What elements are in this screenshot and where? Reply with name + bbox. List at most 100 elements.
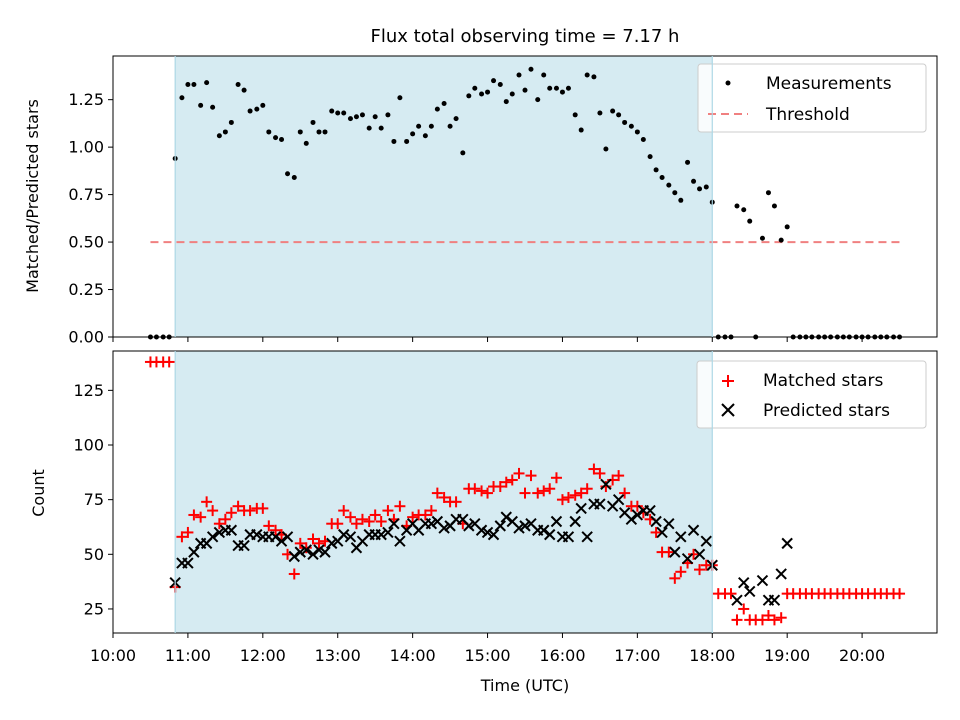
matched-star-point	[725, 588, 737, 600]
measurement-points	[147, 66, 903, 340]
measurement-point	[447, 123, 453, 129]
matched-star-point	[525, 470, 537, 482]
predicted-star-stroke-b	[538, 524, 550, 536]
predicted-star-stroke-b	[663, 517, 675, 530]
matched-star-point	[688, 548, 700, 560]
predicted-star-stroke-b	[269, 531, 282, 543]
predicted-star-point	[700, 535, 712, 547]
matched-star-point	[631, 500, 643, 512]
predicted-star-stroke-b	[275, 535, 288, 547]
predicted-star-stroke-b	[281, 531, 294, 543]
legend-marker-measurements	[725, 80, 731, 86]
matched-star-point	[363, 516, 375, 528]
predicted-star-point	[382, 526, 394, 539]
predicted-star-point	[206, 531, 219, 543]
measurement-point	[235, 81, 241, 87]
top-y-axis-label: Matched/Predicted stars	[23, 99, 42, 293]
predicted-star-point	[550, 515, 563, 528]
predicted-star-stroke-b	[494, 520, 506, 532]
predicted-star-stroke-b	[500, 511, 512, 523]
measurement-point	[204, 80, 210, 86]
predicted-star-stroke-b	[307, 548, 319, 561]
predicted-star-point	[513, 522, 525, 534]
measurement-point	[297, 129, 303, 135]
measurement-point	[273, 135, 279, 141]
predicted-star-point	[687, 524, 700, 536]
matched-star-point	[431, 487, 443, 499]
predicted-star-stroke-b	[544, 528, 556, 541]
legend-label-threshold: Threshold	[765, 105, 850, 125]
predicted-star-point	[775, 568, 787, 580]
y-tick-label: 0.25	[68, 280, 104, 299]
predicted-star-point	[681, 552, 694, 565]
measurement-point	[771, 203, 777, 209]
predicted-star-point	[238, 539, 250, 552]
matched-star-point	[775, 612, 787, 624]
matched-star-point	[756, 614, 768, 626]
top-x-ticks	[112, 337, 863, 342]
matched-star-point	[894, 588, 906, 600]
matched-star-point	[762, 610, 774, 622]
predicted-star-point	[569, 515, 581, 528]
measurement-point	[747, 218, 753, 224]
measurement-point	[653, 167, 659, 173]
predicted-star-stroke-b	[594, 498, 606, 510]
predicted-star-point	[463, 520, 475, 532]
measurement-point	[210, 104, 216, 110]
matched-star-point	[588, 463, 600, 475]
measurement-point	[659, 175, 665, 181]
top-panel: 0.00 0.25 0.50 0.75 1.00 1.25 Matched/Predict…	[23, 55, 938, 347]
matched-star-point	[600, 481, 612, 493]
measurement-point	[228, 119, 234, 125]
predicted-star-point	[487, 528, 500, 541]
matched-star-point	[768, 614, 780, 626]
measurement-point	[285, 171, 291, 177]
matched-star-point	[425, 505, 437, 517]
predicted-star-point	[544, 528, 556, 541]
predicted-star-stroke-b	[675, 531, 687, 543]
measurement-point	[316, 129, 322, 135]
predicted-star-stroke-b	[319, 546, 331, 558]
y-tick-label: 0.75	[68, 185, 104, 204]
measurement-point	[241, 87, 247, 93]
top-chart-title: Flux total observing time = 7.17 h	[371, 26, 680, 47]
predicted-star-stroke-b	[756, 574, 769, 587]
matched-star-point	[338, 505, 350, 517]
measurement-point	[622, 119, 628, 125]
matched-star-point	[544, 483, 556, 495]
x-tick-label: 19:00	[764, 646, 810, 665]
y-tick-label: 100	[73, 436, 104, 455]
matched-star-point	[562, 491, 574, 503]
measurement-point	[497, 81, 503, 87]
predicted-star-point	[644, 504, 656, 517]
matched-star-point	[731, 614, 743, 626]
predicted-star-point	[612, 493, 625, 506]
matched-star-point	[738, 603, 750, 615]
matched-star-point	[356, 513, 368, 525]
y-tick-label: 1.25	[68, 90, 104, 109]
y-tick-label: 1.00	[68, 138, 104, 157]
matched-star-point	[288, 568, 300, 580]
matched-star-point	[500, 476, 512, 488]
x-tick-label: 14:00	[390, 646, 436, 665]
predicted-star-stroke-b	[550, 515, 563, 528]
measurement-point	[422, 133, 428, 139]
matched-star-point	[650, 526, 662, 538]
predicted-star-point	[319, 546, 331, 558]
measurement-point	[610, 108, 616, 114]
measurement-point	[503, 99, 509, 105]
predicted-star-stroke-b	[481, 526, 494, 539]
measurement-point	[260, 102, 266, 108]
measurement-point	[591, 74, 597, 80]
predicted-star-point	[575, 502, 587, 515]
measurement-point	[734, 203, 740, 209]
matched-star-point	[594, 467, 606, 479]
y-tick-label: 0.50	[68, 233, 104, 252]
measurement-point	[434, 106, 440, 112]
predicted-star-point	[388, 517, 400, 530]
measurement-point	[353, 114, 359, 120]
matched-star-point	[195, 511, 207, 523]
measurement-point	[378, 125, 384, 131]
x-tick-label: 13:00	[315, 646, 361, 665]
predicted-star-point	[225, 524, 238, 536]
